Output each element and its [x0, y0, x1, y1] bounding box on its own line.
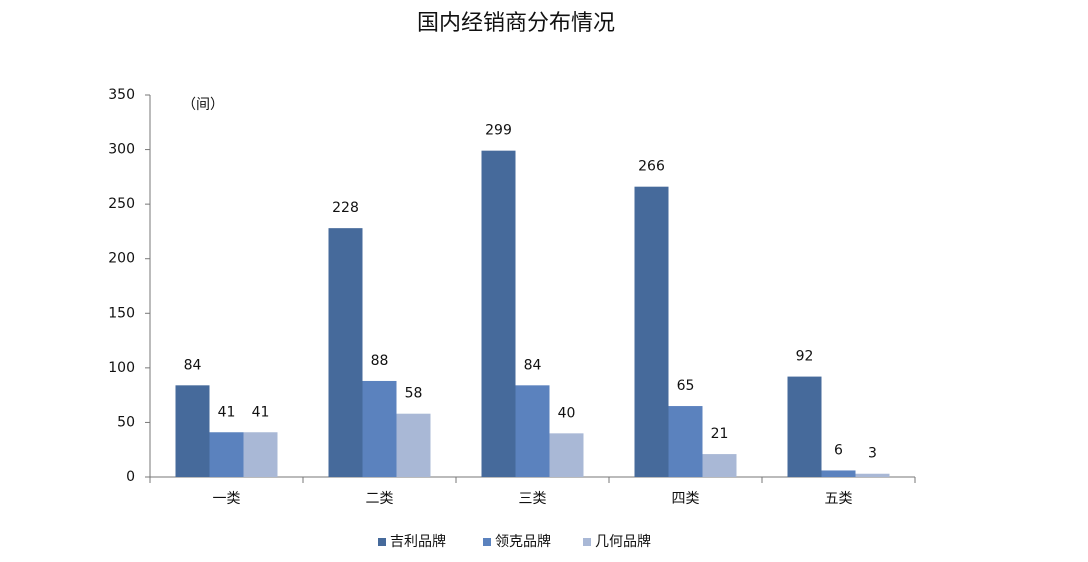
y-tick-label: 250 [108, 196, 135, 212]
bar [855, 473, 890, 477]
bar [702, 454, 737, 477]
legend-label: 吉利品牌 [390, 533, 446, 550]
data-label: 40 [558, 405, 576, 421]
data-label: 58 [405, 386, 423, 402]
bar [481, 150, 516, 478]
bar [243, 432, 278, 477]
bar [787, 376, 822, 477]
bar [634, 186, 669, 477]
y-tick-label: 50 [117, 414, 135, 430]
data-label: 92 [796, 349, 814, 365]
bar [821, 470, 856, 477]
bar [175, 385, 210, 477]
legend-swatch [583, 538, 591, 546]
bar [209, 432, 244, 477]
legend-label: 领克品牌 [495, 533, 551, 550]
bar [328, 228, 363, 477]
bar [362, 380, 397, 477]
data-label: 84 [184, 357, 202, 373]
data-label: 21 [711, 426, 729, 442]
data-label: 266 [638, 159, 665, 175]
data-label: 65 [677, 378, 695, 394]
data-label: 84 [524, 357, 542, 373]
y-tick-label: 300 [108, 142, 135, 158]
chart-title: 国内经销商分布情况 [417, 11, 615, 36]
data-label: 41 [218, 404, 236, 420]
data-label: 3 [868, 446, 877, 462]
y-tick-label: 200 [108, 251, 135, 267]
x-tick-label: 五类 [825, 491, 853, 507]
legend-swatch [378, 538, 386, 546]
unit-annotation: （间） [182, 97, 224, 113]
x-tick-label: 二类 [366, 491, 394, 507]
y-tick-label: 0 [126, 469, 135, 485]
data-label: 299 [485, 123, 512, 139]
bar [549, 433, 584, 477]
bar [668, 406, 703, 477]
data-label: 41 [252, 404, 270, 420]
data-label: 88 [371, 353, 389, 369]
bar [396, 413, 431, 477]
x-tick-label: 三类 [519, 491, 547, 507]
data-label: 228 [332, 200, 359, 216]
data-label: 6 [834, 442, 843, 458]
legend-label: 几何品牌 [595, 533, 651, 550]
legend-swatch [483, 538, 491, 546]
bar [515, 385, 550, 477]
y-tick-label: 100 [108, 360, 135, 376]
y-tick-label: 150 [108, 305, 135, 321]
y-tick-label: 350 [108, 87, 135, 103]
x-tick-label: 四类 [672, 491, 700, 507]
x-tick-label: 一类 [213, 491, 241, 507]
